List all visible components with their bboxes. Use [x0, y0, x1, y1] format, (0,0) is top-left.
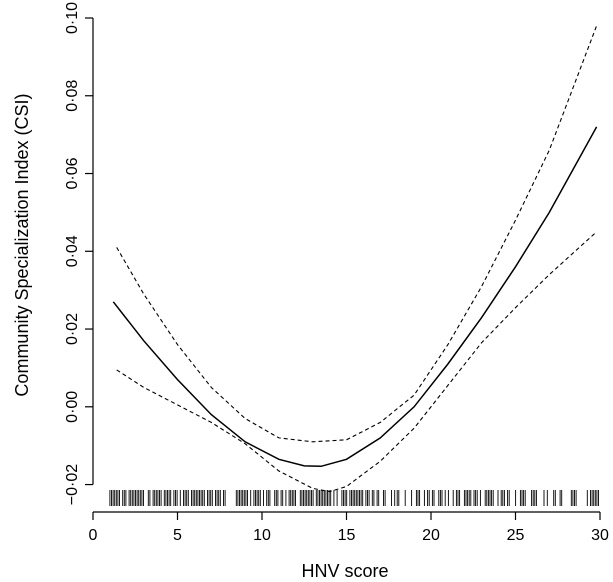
upper-ci-curve: [116, 25, 598, 443]
x-tick-label: 25: [507, 527, 525, 544]
x-tick-label: 20: [422, 527, 440, 544]
x-tick-label: 30: [591, 527, 609, 544]
y-axis-label: Community Specialization Index (CSI): [12, 93, 32, 396]
x-tick-label: 0: [89, 527, 98, 544]
y-tick-label: 0·06: [64, 157, 81, 189]
axes: −0·02 0·00 0·02 0·04 0·06 0·08 0·10 0 5 10 15 20 25 3…: [64, 2, 609, 544]
x-axis-label: HNV score: [301, 561, 388, 581]
x-tick-label: 15: [338, 527, 356, 544]
y-tick-label: 0·04: [64, 235, 81, 267]
y-tick-label: 0·08: [64, 80, 81, 112]
y-tick-label: 0·02: [64, 313, 81, 345]
fitted-curve: [112, 126, 598, 468]
x-tick-label: 10: [253, 527, 271, 544]
y-tick-label: −0·02: [64, 464, 81, 505]
y-tick-label: 0·00: [64, 391, 81, 423]
rug-ticks: [109, 490, 599, 506]
x-tick-label: 5: [173, 527, 182, 544]
y-tick-label: 0·10: [64, 2, 81, 34]
plot-area: [112, 25, 598, 493]
lower-ci-curve: [116, 231, 597, 493]
